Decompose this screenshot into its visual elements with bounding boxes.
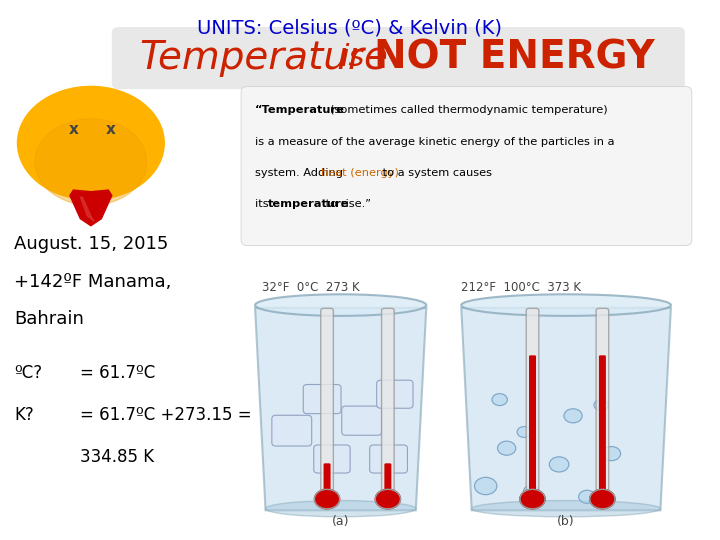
FancyBboxPatch shape xyxy=(382,308,394,497)
FancyBboxPatch shape xyxy=(314,445,350,473)
FancyBboxPatch shape xyxy=(321,308,333,497)
Circle shape xyxy=(564,409,582,423)
Ellipse shape xyxy=(472,501,660,517)
Text: to rise.”: to rise.” xyxy=(322,199,372,210)
Text: NOT ENERGY: NOT ENERGY xyxy=(374,39,654,77)
FancyBboxPatch shape xyxy=(241,86,692,246)
Polygon shape xyxy=(255,308,426,510)
Text: (a): (a) xyxy=(332,515,349,528)
FancyBboxPatch shape xyxy=(384,463,392,496)
FancyBboxPatch shape xyxy=(529,355,536,496)
Polygon shape xyxy=(81,197,94,221)
FancyBboxPatch shape xyxy=(377,380,413,408)
Ellipse shape xyxy=(266,501,416,517)
Circle shape xyxy=(523,485,539,497)
Text: temperature: temperature xyxy=(269,199,350,210)
Text: August. 15, 2015: August. 15, 2015 xyxy=(14,235,168,253)
Polygon shape xyxy=(462,308,671,510)
Text: 32°F  0°C  273 K: 32°F 0°C 273 K xyxy=(262,281,360,294)
Circle shape xyxy=(579,490,595,503)
Text: = 61.7ºC: = 61.7ºC xyxy=(81,364,156,382)
Text: +142ºF Manama,: +142ºF Manama, xyxy=(14,273,171,291)
Text: UNITS: Celsius (ºC) & Kelvin (K): UNITS: Celsius (ºC) & Kelvin (K) xyxy=(197,19,502,38)
Ellipse shape xyxy=(255,294,426,316)
Circle shape xyxy=(35,119,147,205)
Text: its: its xyxy=(255,199,272,210)
FancyBboxPatch shape xyxy=(369,445,408,473)
Text: x: x xyxy=(106,122,115,137)
Circle shape xyxy=(594,400,608,410)
Text: 212°F  100°C  373 K: 212°F 100°C 373 K xyxy=(462,281,581,294)
Circle shape xyxy=(603,447,621,461)
Circle shape xyxy=(492,394,508,406)
Text: is a measure of the average kinetic energy of the particles in a: is a measure of the average kinetic ener… xyxy=(255,137,615,147)
Circle shape xyxy=(549,457,569,472)
Circle shape xyxy=(498,441,516,455)
Polygon shape xyxy=(70,190,112,226)
Circle shape xyxy=(474,477,497,495)
Text: Temperature: Temperature xyxy=(140,39,389,77)
FancyBboxPatch shape xyxy=(112,27,685,89)
FancyBboxPatch shape xyxy=(342,406,382,435)
Circle shape xyxy=(17,86,164,200)
FancyBboxPatch shape xyxy=(599,355,606,496)
Text: (b): (b) xyxy=(557,515,575,528)
Text: “Temperature: “Temperature xyxy=(255,105,345,116)
FancyBboxPatch shape xyxy=(303,384,341,414)
Ellipse shape xyxy=(462,294,671,316)
Text: (sometimes called thermodynamic temperature): (sometimes called thermodynamic temperat… xyxy=(330,105,608,116)
Text: K?: K? xyxy=(14,406,34,424)
FancyBboxPatch shape xyxy=(323,463,330,496)
Text: ºC?: ºC? xyxy=(14,364,42,382)
Circle shape xyxy=(375,489,400,509)
FancyBboxPatch shape xyxy=(526,308,539,497)
Circle shape xyxy=(315,489,340,509)
Circle shape xyxy=(590,489,615,509)
Text: Bahrain: Bahrain xyxy=(14,310,84,328)
Circle shape xyxy=(520,489,545,509)
Text: = 61.7ºC +273.15 =: = 61.7ºC +273.15 = xyxy=(81,406,252,424)
Text: x: x xyxy=(68,122,78,137)
Text: heat (energy): heat (energy) xyxy=(321,168,399,178)
Text: to a system causes: to a system causes xyxy=(379,168,492,178)
FancyBboxPatch shape xyxy=(596,308,608,497)
Text: system. Adding: system. Adding xyxy=(255,168,347,178)
Circle shape xyxy=(517,427,531,437)
FancyBboxPatch shape xyxy=(272,415,312,446)
Text: is: is xyxy=(341,43,366,72)
Text: 334.85 K: 334.85 K xyxy=(81,448,155,466)
